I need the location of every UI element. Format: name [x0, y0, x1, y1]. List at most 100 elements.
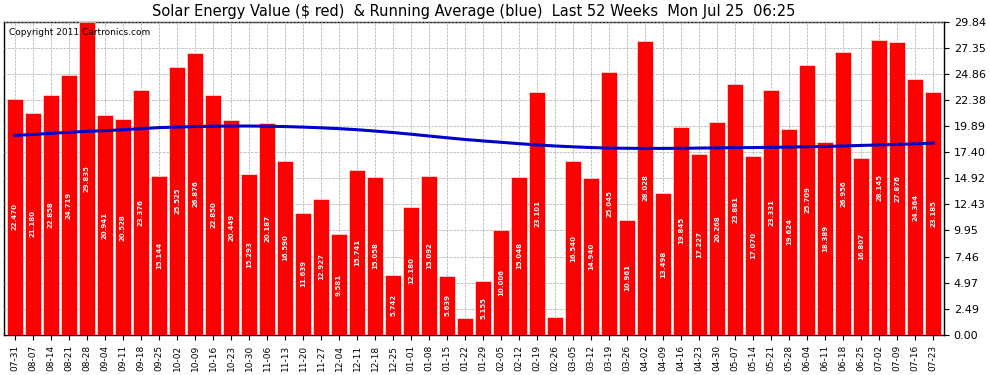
Text: 12.927: 12.927 — [318, 254, 324, 280]
Bar — [637, 41, 653, 335]
Text: 9.581: 9.581 — [336, 273, 342, 296]
Text: 17.070: 17.070 — [750, 232, 756, 259]
Text: 15.048: 15.048 — [516, 242, 522, 270]
Bar — [871, 39, 887, 335]
Bar — [169, 67, 185, 335]
Bar — [79, 22, 95, 335]
Text: 16.590: 16.590 — [282, 234, 288, 261]
Bar — [745, 156, 761, 335]
Text: 23.376: 23.376 — [138, 199, 144, 226]
Text: 23.185: 23.185 — [931, 200, 937, 226]
Text: 11.639: 11.639 — [300, 260, 306, 287]
Text: 5.639: 5.639 — [445, 294, 450, 316]
Bar — [691, 154, 707, 335]
Bar — [241, 174, 257, 335]
Bar — [439, 276, 455, 335]
Text: 28.145: 28.145 — [876, 174, 882, 201]
Bar — [313, 199, 329, 335]
Bar — [133, 90, 149, 335]
Text: Copyright 2011 Cartronics.com: Copyright 2011 Cartronics.com — [9, 28, 150, 37]
Text: 10.006: 10.006 — [498, 269, 504, 296]
Bar — [259, 123, 275, 335]
Text: 22.850: 22.850 — [210, 202, 216, 228]
Text: 24.719: 24.719 — [66, 192, 72, 219]
Text: 16.807: 16.807 — [858, 233, 864, 260]
Bar — [150, 176, 167, 335]
Text: 19.624: 19.624 — [786, 218, 792, 245]
Bar — [43, 95, 59, 335]
Bar — [475, 281, 491, 335]
Text: 20.528: 20.528 — [120, 214, 126, 240]
Bar — [25, 112, 41, 335]
Text: 17.227: 17.227 — [696, 231, 702, 258]
Text: 24.364: 24.364 — [912, 194, 918, 220]
Bar — [781, 129, 797, 335]
Text: 19.845: 19.845 — [678, 217, 684, 244]
Bar — [187, 53, 203, 335]
Bar — [601, 72, 617, 335]
Text: 15.058: 15.058 — [372, 242, 378, 269]
Text: 15.293: 15.293 — [247, 241, 252, 268]
Text: 25.709: 25.709 — [804, 186, 810, 213]
Bar — [619, 220, 636, 335]
Bar — [115, 120, 131, 335]
Text: 15.092: 15.092 — [426, 242, 432, 269]
Text: 22.470: 22.470 — [12, 204, 18, 231]
Text: 29.835: 29.835 — [84, 165, 90, 192]
Text: 26.956: 26.956 — [841, 180, 846, 207]
Bar — [421, 177, 438, 335]
Text: 26.876: 26.876 — [192, 180, 198, 207]
Text: 22.858: 22.858 — [48, 201, 54, 228]
Text: 21.180: 21.180 — [30, 210, 36, 237]
Bar — [97, 115, 113, 335]
Bar — [817, 142, 834, 335]
Bar — [331, 234, 347, 335]
Bar — [835, 52, 851, 335]
Text: 16.540: 16.540 — [570, 235, 576, 262]
Bar — [277, 161, 293, 335]
Text: 15.144: 15.144 — [156, 242, 162, 269]
Bar — [727, 84, 743, 335]
Text: 23.331: 23.331 — [768, 199, 774, 226]
Bar — [547, 317, 563, 335]
Bar — [529, 93, 545, 335]
Title: Solar Energy Value ($ red)  & Running Average (blue)  Last 52 Weeks  Mon Jul 25 : Solar Energy Value ($ red) & Running Ave… — [152, 4, 796, 19]
Text: 28.028: 28.028 — [643, 174, 648, 201]
Bar — [565, 161, 581, 335]
Bar — [223, 120, 240, 335]
Bar — [403, 207, 419, 335]
Text: 20.449: 20.449 — [228, 214, 234, 241]
Text: 20.268: 20.268 — [714, 215, 720, 242]
Text: 15.741: 15.741 — [354, 239, 360, 266]
Bar — [673, 127, 689, 335]
Bar — [799, 65, 815, 335]
Bar — [367, 177, 383, 335]
Bar — [60, 75, 77, 335]
Bar — [763, 90, 779, 335]
Bar — [907, 79, 924, 335]
Bar — [511, 177, 528, 335]
Text: 20.941: 20.941 — [102, 211, 108, 238]
Text: 5.742: 5.742 — [390, 294, 396, 316]
Bar — [709, 122, 726, 335]
Bar — [205, 95, 221, 335]
Bar — [7, 99, 23, 335]
Text: 25.045: 25.045 — [606, 190, 612, 217]
Text: 23.101: 23.101 — [534, 200, 541, 227]
Bar — [457, 318, 473, 335]
Bar — [493, 230, 509, 335]
Bar — [583, 178, 599, 335]
Text: 13.498: 13.498 — [660, 251, 666, 278]
Bar — [853, 159, 869, 335]
Text: 23.881: 23.881 — [733, 196, 739, 223]
Text: 14.940: 14.940 — [588, 243, 594, 270]
Text: 18.389: 18.389 — [822, 225, 829, 252]
Bar — [295, 213, 311, 335]
Text: 20.187: 20.187 — [264, 216, 270, 243]
Bar — [348, 170, 365, 335]
Bar — [889, 42, 905, 335]
Text: 5.155: 5.155 — [480, 297, 486, 319]
Text: 27.876: 27.876 — [894, 175, 900, 202]
Text: 10.961: 10.961 — [624, 264, 630, 291]
Bar — [655, 193, 671, 335]
